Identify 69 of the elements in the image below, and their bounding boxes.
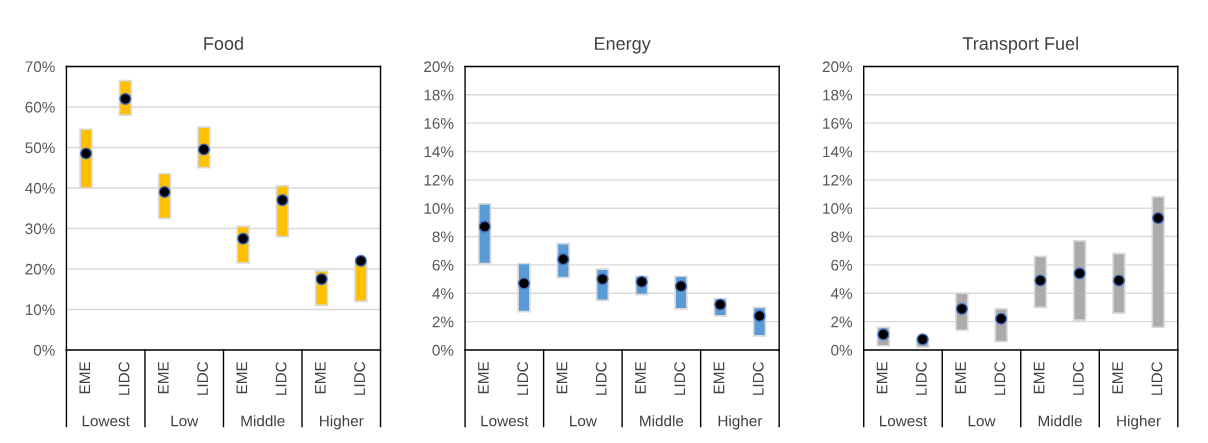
text: Low	[171, 415, 199, 427]
y-tick-label: 16%	[823, 118, 853, 129]
x-tick-label: EME	[1112, 361, 1123, 394]
x-tick-label: LIDC	[752, 361, 764, 395]
y-tick-label: 10%	[823, 203, 853, 214]
x-tick-label: EME	[713, 361, 725, 394]
x-tick-label: LIDC	[275, 361, 287, 395]
x-tick-label: EME	[79, 361, 91, 394]
text: Lowest	[82, 415, 130, 427]
x-tick-label: EME	[876, 361, 888, 394]
y-tick-label: 14%	[424, 146, 454, 158]
chart-title: Energy	[595, 37, 651, 54]
x-tick-label: EME	[158, 361, 169, 394]
text: Higher	[718, 415, 763, 430]
x-tick-label: EME	[556, 361, 568, 394]
x-tick-label: EME	[478, 361, 489, 394]
y-tick-label: 18%	[424, 89, 454, 101]
x-tick-label: LIDC	[994, 361, 1006, 395]
text: Middle	[241, 415, 285, 427]
text: Lowest	[880, 415, 928, 427]
x-tick-label: LIDC	[1072, 361, 1084, 395]
y-tick-label: 4%	[830, 288, 853, 299]
y-tick-label: 18%	[823, 89, 853, 101]
chart-title: Transport Fuel	[962, 36, 1078, 54]
x-tick-label: EME	[955, 361, 966, 394]
y-tick-label: 2%	[831, 316, 853, 328]
x-tick-label: EME	[635, 361, 646, 394]
text: Higher	[320, 415, 364, 430]
x-tick-label: LIDC	[1151, 361, 1163, 395]
y-tick-label: 50%	[25, 142, 55, 154]
y-tick-label: 14%	[823, 146, 853, 158]
x-tick-label: LIDC	[595, 361, 607, 395]
y-tick-label: 8%	[432, 231, 454, 243]
text: Low	[968, 415, 996, 427]
y-tick-label: 4%	[432, 288, 454, 299]
x-tick-label: EME	[236, 361, 248, 394]
y-tick-label: 12%	[424, 174, 454, 186]
y-tick-label: 12%	[823, 174, 853, 186]
y-tick-label: 6%	[831, 259, 853, 271]
x-tick-label: LIDC	[197, 361, 208, 395]
x-tick-label: LIDC	[118, 361, 130, 395]
chart-title: Food	[204, 36, 243, 50]
x-tick-label: LIDC	[674, 361, 686, 395]
y-tick-label: 0%	[831, 344, 853, 356]
y-tick-label: 20%	[424, 61, 454, 73]
x-tick-label: LIDC	[354, 361, 365, 395]
y-tick-label: 70%	[25, 61, 55, 73]
y-tick-label: 20%	[822, 61, 853, 73]
y-tick-label: 20%	[25, 263, 55, 275]
y-tick-label: 8%	[831, 231, 853, 243]
x-tick-label: EME	[1033, 361, 1045, 394]
y-tick-label: 10%	[25, 304, 55, 316]
y-tick-label: 16%	[424, 118, 454, 129]
text: Lowest	[481, 415, 529, 427]
text: Low	[570, 415, 597, 427]
y-tick-label: 0%	[432, 344, 454, 356]
y-tick-label: 60%	[25, 101, 55, 113]
x-tick-label: LIDC	[517, 361, 529, 395]
y-tick-label: 0%	[33, 344, 55, 356]
x-tick-label: LIDC	[915, 361, 927, 395]
text: Middle	[640, 415, 684, 427]
y-tick-label: 10%	[424, 203, 454, 214]
text: Higher	[1117, 415, 1161, 430]
x-tick-label: EME	[315, 361, 326, 394]
text: Middle	[1038, 415, 1082, 427]
y-tick-label: 30%	[25, 223, 55, 235]
y-tick-label: 2%	[432, 316, 454, 328]
y-tick-label: 40%	[25, 182, 55, 194]
y-tick-label: 6%	[432, 259, 454, 271]
